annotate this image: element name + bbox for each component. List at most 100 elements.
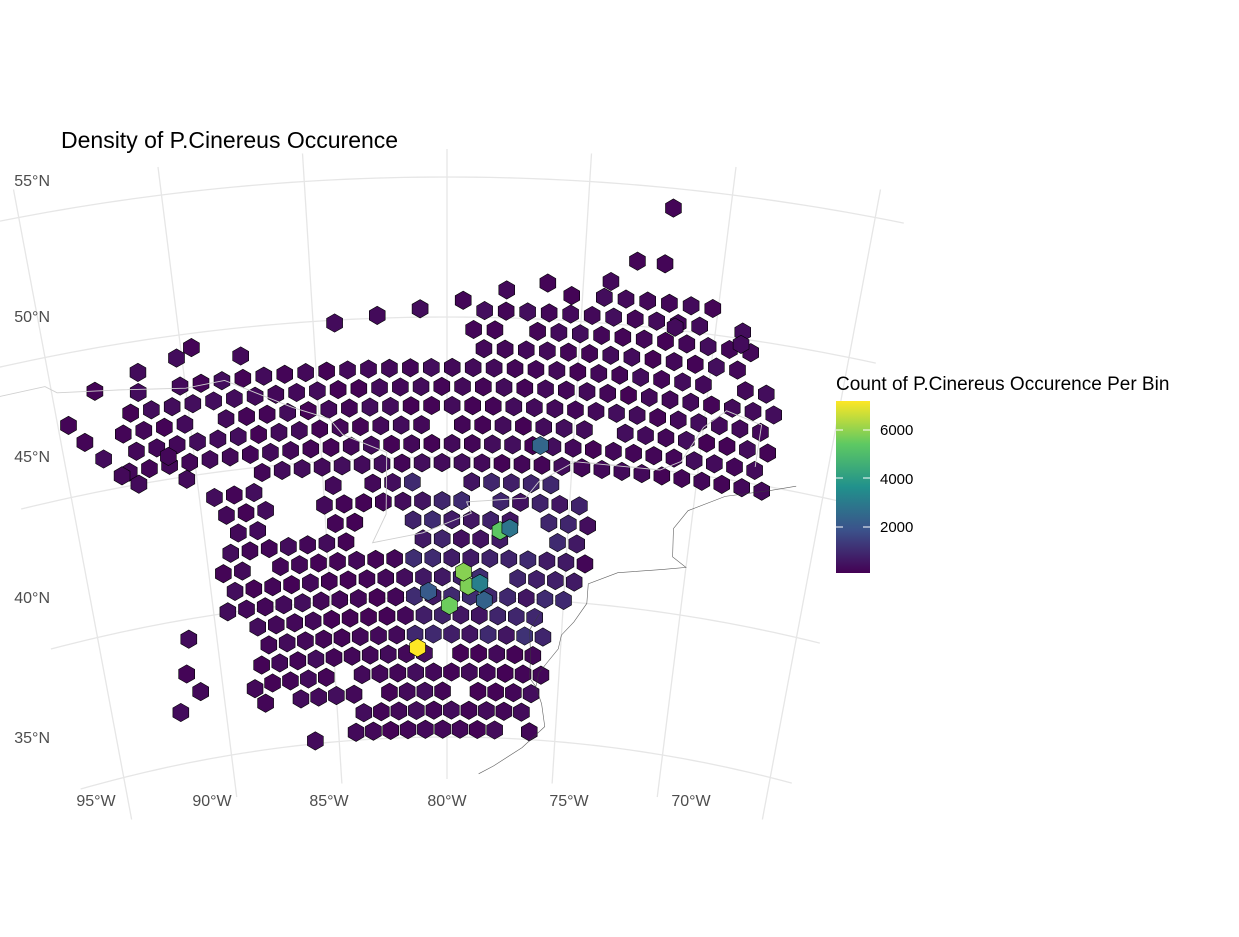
hex-bin [392, 415, 410, 435]
y-axis: 55°N 50°N 45°N 40°N 35°N [14, 173, 50, 747]
y-tick-label: 40°N [14, 590, 50, 607]
hex-bin [249, 521, 266, 541]
hex-bin [479, 624, 497, 645]
hex-bin [508, 606, 525, 627]
hex-bin [494, 415, 512, 435]
hex-bin [302, 439, 320, 459]
hex-bin [217, 409, 235, 429]
hex-bin [329, 380, 347, 400]
hex-bin [226, 485, 243, 505]
hex-bin [241, 541, 259, 561]
hex-bin [404, 510, 422, 530]
hex-bin [178, 664, 195, 684]
hex-bin [242, 444, 259, 465]
hex-bin [518, 588, 535, 608]
hex-bin [367, 549, 384, 569]
hex-bin [691, 316, 708, 336]
hex-bin [415, 605, 433, 625]
hex-bin [297, 631, 314, 651]
hex-bin [505, 683, 522, 703]
hex-bin [485, 358, 503, 378]
hex-bin [371, 664, 389, 684]
hex-bin [454, 290, 472, 310]
hex-bin [409, 638, 426, 658]
hex-bin [465, 319, 482, 340]
y-tick-label: 45°N [14, 449, 50, 466]
x-axis: 95°W 90°W 85°W 80°W 75°W 70°W [76, 793, 711, 810]
hex-bin [632, 367, 649, 387]
hex-bin [141, 459, 158, 479]
hex-bin [536, 589, 554, 609]
hex-bin [443, 700, 460, 720]
hex-bin [183, 338, 200, 358]
hex-bin [232, 346, 249, 366]
hex-bin [564, 438, 582, 458]
hex-bin [529, 321, 546, 341]
hex-bin [264, 577, 281, 597]
hex-bin [464, 358, 482, 378]
hex-bin [245, 483, 263, 503]
hex-bin [404, 472, 421, 492]
hex-bin [471, 573, 489, 593]
hex-bin [602, 271, 620, 292]
hex-bin [614, 327, 632, 347]
hex-bin [539, 341, 556, 361]
hex-bin [260, 539, 278, 559]
hex-bin [381, 682, 398, 702]
hex-bin [253, 655, 270, 675]
hex-bin [665, 352, 683, 372]
hex-bin [433, 376, 451, 396]
hex-bin [506, 645, 524, 665]
hex-bin [464, 434, 481, 454]
hex-bin [275, 595, 293, 615]
coastline [673, 485, 797, 529]
hex-bin [753, 481, 770, 501]
hex-bin [526, 398, 543, 418]
hex-bin [360, 359, 377, 379]
hex-bin [122, 403, 139, 423]
hex-bin [264, 673, 281, 693]
hex-bin [518, 340, 535, 360]
hex-bin [476, 590, 493, 610]
hex-bin [433, 453, 451, 473]
hex-bin [533, 455, 551, 475]
hex-bin [569, 362, 587, 382]
hex-bin [278, 633, 296, 653]
hex-bin [292, 689, 310, 709]
hex-bin [616, 423, 634, 443]
hex-bin [353, 455, 371, 475]
hex-bin [481, 548, 499, 568]
x-tick-label: 95°W [76, 793, 116, 810]
graticule-line [551, 153, 593, 784]
hex-bin [221, 447, 239, 467]
hex-bin [567, 400, 584, 420]
hex-bin [234, 561, 251, 581]
hex-bin [534, 627, 552, 647]
hex-bin [708, 357, 725, 377]
hex-bin [282, 671, 299, 691]
hex-bin [372, 416, 390, 436]
hex-bin [731, 419, 749, 439]
hex-bin [513, 702, 530, 722]
hex-bin [516, 626, 533, 646]
hex-bin [276, 364, 293, 384]
hex-bin [732, 334, 750, 354]
hex-bin [739, 440, 756, 460]
hex-bin [337, 532, 355, 552]
hex-bin [558, 380, 575, 400]
hex-bin [413, 415, 430, 435]
hex-bin [339, 360, 356, 380]
hex-bin [294, 593, 311, 613]
hex-bin [249, 617, 266, 637]
hex-bin [355, 493, 372, 513]
hex-bin [678, 430, 695, 450]
hex-bin [375, 492, 392, 512]
hex-bin [352, 417, 369, 437]
hex-bin [180, 629, 198, 649]
hex-bin [222, 543, 239, 563]
hex-bin [620, 385, 637, 405]
hex-bin [509, 568, 526, 589]
hex-bin [425, 624, 442, 644]
hex-bin [473, 453, 491, 473]
hex-bin [493, 453, 511, 474]
